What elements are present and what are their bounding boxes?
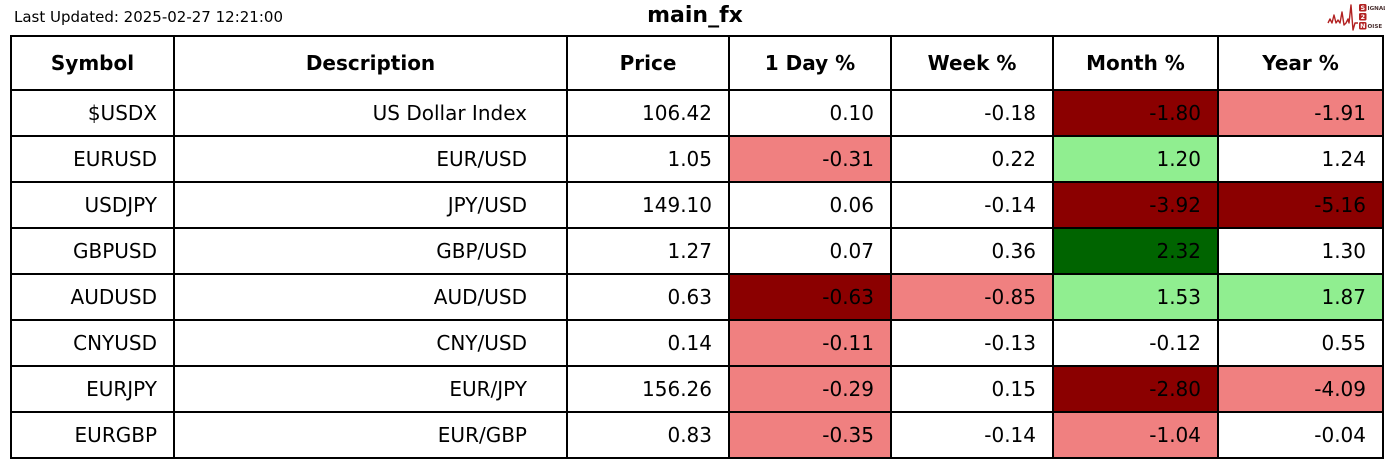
cell-year-pct: 1.30 bbox=[1217, 227, 1384, 275]
cell-description: US Dollar Index bbox=[173, 89, 568, 137]
cell-price: 1.27 bbox=[566, 227, 730, 275]
page-title: main_fx bbox=[647, 3, 743, 28]
cell-description: GBP/USD bbox=[173, 227, 568, 275]
table-row: AUDUSD AUD/USD 0.63 -0.63 -0.85 1.53 1.8… bbox=[10, 273, 1384, 321]
cell-description: EUR/GBP bbox=[173, 411, 568, 459]
cell-price: 0.83 bbox=[566, 411, 730, 459]
cell-symbol: $USDX bbox=[10, 89, 175, 137]
cell-year-pct: -1.91 bbox=[1217, 89, 1384, 137]
cell-month-pct: -1.80 bbox=[1052, 89, 1219, 137]
table-row: EURGBP EUR/GBP 0.83 -0.35 -0.14 -1.04 -0… bbox=[10, 411, 1384, 459]
col-header-symbol: Symbol bbox=[10, 35, 175, 91]
cell-price: 0.63 bbox=[566, 273, 730, 321]
svg-text:2: 2 bbox=[1361, 13, 1365, 21]
cell-week-pct: -0.18 bbox=[890, 89, 1054, 137]
logo-wordmark: S IGNAL 2 N OISE bbox=[1359, 4, 1385, 30]
table-row: $USDX US Dollar Index 106.42 0.10 -0.18 … bbox=[10, 89, 1384, 137]
cell-week-pct: 0.15 bbox=[890, 365, 1054, 413]
cell-year-pct: 1.24 bbox=[1217, 135, 1384, 183]
svg-text:OISE: OISE bbox=[1368, 24, 1383, 30]
cell-symbol: USDJPY bbox=[10, 181, 175, 229]
cell-day-pct: 0.06 bbox=[728, 181, 892, 229]
cell-description: AUD/USD bbox=[173, 273, 568, 321]
cell-price: 0.14 bbox=[566, 319, 730, 367]
cell-year-pct: 0.55 bbox=[1217, 319, 1384, 367]
cell-month-pct: -2.80 bbox=[1052, 365, 1219, 413]
table-row: GBPUSD GBP/USD 1.27 0.07 0.36 2.32 1.30 bbox=[10, 227, 1384, 275]
cell-day-pct: 0.07 bbox=[728, 227, 892, 275]
top-bar: Last Updated: 2025-02-27 12:21:00 main_f… bbox=[0, 0, 1390, 35]
heartbeat-waveform-icon bbox=[1327, 4, 1358, 31]
cell-month-pct: 2.32 bbox=[1052, 227, 1219, 275]
cell-year-pct: -5.16 bbox=[1217, 181, 1384, 229]
cell-year-pct: 1.87 bbox=[1217, 273, 1384, 321]
cell-description: JPY/USD bbox=[173, 181, 568, 229]
cell-week-pct: -0.14 bbox=[890, 181, 1054, 229]
cell-day-pct: -0.63 bbox=[728, 273, 892, 321]
cell-week-pct: 0.22 bbox=[890, 135, 1054, 183]
col-header-year-pct: Year % bbox=[1217, 35, 1384, 91]
cell-description: EUR/USD bbox=[173, 135, 568, 183]
svg-text:S: S bbox=[1360, 4, 1365, 12]
cell-day-pct: -0.11 bbox=[728, 319, 892, 367]
table-row: USDJPY JPY/USD 149.10 0.06 -0.14 -3.92 -… bbox=[10, 181, 1384, 229]
last-updated-text: Last Updated: 2025-02-27 12:21:00 bbox=[14, 8, 283, 26]
cell-day-pct: -0.35 bbox=[728, 411, 892, 459]
fx-table: Symbol Description Price 1 Day % Week % … bbox=[10, 35, 1384, 459]
cell-description: EUR/JPY bbox=[173, 365, 568, 413]
cell-week-pct: -0.85 bbox=[890, 273, 1054, 321]
table-row: EURUSD EUR/USD 1.05 -0.31 0.22 1.20 1.24 bbox=[10, 135, 1384, 183]
col-header-day-pct: 1 Day % bbox=[728, 35, 892, 91]
col-header-week-pct: Week % bbox=[890, 35, 1054, 91]
signal2noise-logo: S IGNAL 2 N OISE bbox=[1327, 4, 1385, 31]
cell-month-pct: -0.12 bbox=[1052, 319, 1219, 367]
cell-description: CNY/USD bbox=[173, 319, 568, 367]
cell-month-pct: 1.53 bbox=[1052, 273, 1219, 321]
cell-price: 1.05 bbox=[566, 135, 730, 183]
cell-symbol: EURGBP bbox=[10, 411, 175, 459]
cell-symbol: CNYUSD bbox=[10, 319, 175, 367]
cell-symbol: EURUSD bbox=[10, 135, 175, 183]
cell-symbol: EURJPY bbox=[10, 365, 175, 413]
cell-week-pct: -0.14 bbox=[890, 411, 1054, 459]
cell-price: 106.42 bbox=[566, 89, 730, 137]
cell-day-pct: -0.29 bbox=[728, 365, 892, 413]
cell-month-pct: -3.92 bbox=[1052, 181, 1219, 229]
cell-year-pct: -4.09 bbox=[1217, 365, 1384, 413]
svg-text:IGNAL: IGNAL bbox=[1368, 6, 1386, 12]
cell-year-pct: -0.04 bbox=[1217, 411, 1384, 459]
cell-price: 149.10 bbox=[566, 181, 730, 229]
header-row: Symbol Description Price 1 Day % Week % … bbox=[10, 35, 1384, 91]
cell-week-pct: 0.36 bbox=[890, 227, 1054, 275]
cell-price: 156.26 bbox=[566, 365, 730, 413]
cell-month-pct: -1.04 bbox=[1052, 411, 1219, 459]
table-row: EURJPY EUR/JPY 156.26 -0.29 0.15 -2.80 -… bbox=[10, 365, 1384, 413]
cell-month-pct: 1.20 bbox=[1052, 135, 1219, 183]
table-row: CNYUSD CNY/USD 0.14 -0.11 -0.13 -0.12 0.… bbox=[10, 319, 1384, 367]
col-header-price: Price bbox=[566, 35, 730, 91]
cell-day-pct: -0.31 bbox=[728, 135, 892, 183]
svg-text:N: N bbox=[1360, 22, 1365, 30]
cell-week-pct: -0.13 bbox=[890, 319, 1054, 367]
col-header-month-pct: Month % bbox=[1052, 35, 1219, 91]
col-header-description: Description bbox=[173, 35, 568, 91]
cell-symbol: AUDUSD bbox=[10, 273, 175, 321]
cell-symbol: GBPUSD bbox=[10, 227, 175, 275]
cell-day-pct: 0.10 bbox=[728, 89, 892, 137]
